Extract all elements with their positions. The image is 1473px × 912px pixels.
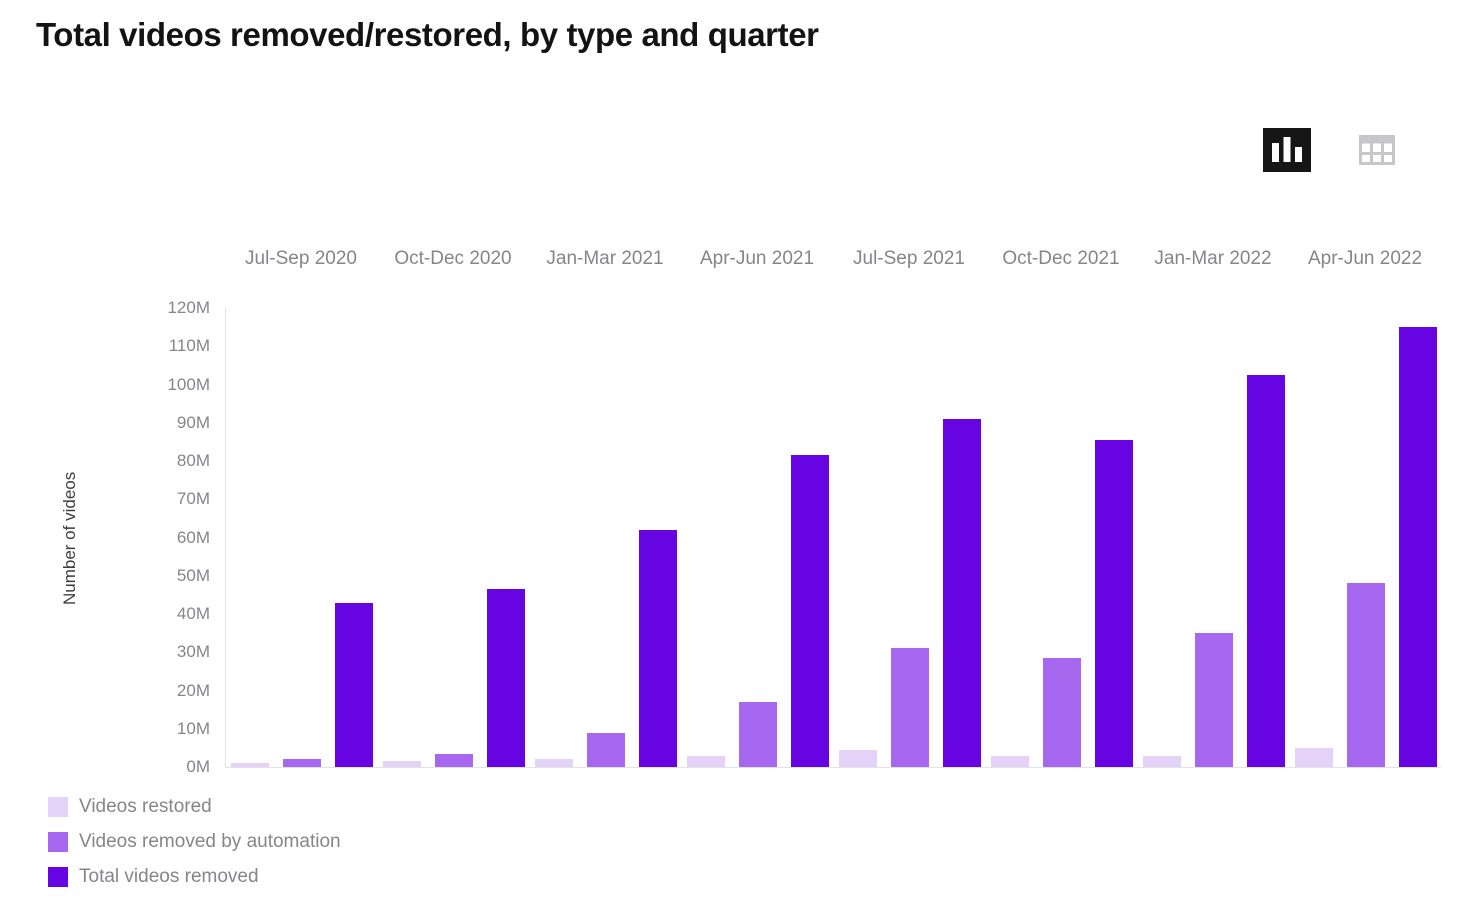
bar[interactable] bbox=[991, 755, 1029, 767]
x-axis-labels: Jul-Sep 2020 Oct-Dec 2020 Jan-Mar 2021 Apr-… bbox=[225, 248, 1441, 272]
bar[interactable] bbox=[587, 732, 625, 767]
y-axis-tick-label: 110M bbox=[168, 336, 210, 356]
y-axis-tick-label: 100M bbox=[167, 374, 210, 394]
bar[interactable] bbox=[435, 753, 473, 767]
bar-group bbox=[378, 308, 530, 767]
x-axis-label: Oct-Dec 2020 bbox=[394, 248, 512, 269]
bar[interactable] bbox=[231, 763, 269, 767]
x-axis-label: Jul-Sep 2020 bbox=[245, 248, 357, 269]
bar-group bbox=[682, 308, 834, 767]
bar[interactable] bbox=[535, 759, 573, 767]
bar[interactable] bbox=[1195, 633, 1233, 767]
bar[interactable] bbox=[1143, 755, 1181, 767]
bar-group bbox=[1290, 308, 1442, 767]
bar[interactable] bbox=[1399, 327, 1437, 767]
y-axis-title: Number of videos bbox=[60, 471, 79, 605]
bar-group bbox=[986, 308, 1138, 767]
bar[interactable] bbox=[687, 755, 725, 767]
legend-label: Total videos removed bbox=[79, 866, 259, 887]
bar[interactable] bbox=[739, 701, 777, 767]
bar[interactable] bbox=[487, 589, 525, 767]
bar[interactable] bbox=[639, 529, 677, 767]
legend-item[interactable]: Total videos removed bbox=[48, 866, 341, 888]
x-axis-label: Apr-Jun 2022 bbox=[1307, 248, 1423, 269]
bar-group bbox=[226, 308, 378, 767]
plot-area: 0M 10M 20M 30M 40M 50M 60M 70M 80M 90M 100M 110M 120… bbox=[167, 298, 1442, 776]
bar-group bbox=[530, 308, 682, 767]
bar[interactable] bbox=[791, 455, 829, 767]
x-axis-label: Jan-Mar 2022 bbox=[1154, 248, 1272, 269]
y-axis-tick-label: 70M bbox=[176, 489, 210, 509]
view-toggle bbox=[1263, 128, 1397, 172]
y-axis-tick-label: 30M bbox=[176, 642, 210, 662]
bar-group bbox=[1138, 308, 1290, 767]
legend: Videos restored Videos removed by automat… bbox=[48, 796, 341, 901]
x-axis-label: Oct-Dec 2021 bbox=[1002, 248, 1120, 269]
bar[interactable] bbox=[943, 418, 981, 767]
y-axis-tick-label: 120M bbox=[167, 298, 210, 317]
y-axis-tick-label: 10M bbox=[176, 718, 210, 738]
bar-group bbox=[834, 308, 986, 767]
y-axis-tick-label: 20M bbox=[176, 680, 210, 700]
x-axis-label: Apr-Jun 2021 bbox=[699, 248, 815, 269]
y-axis-tick-label: 0M bbox=[186, 757, 210, 776]
y-axis-tick-label: 80M bbox=[176, 451, 210, 471]
legend-swatch bbox=[48, 832, 68, 852]
bar[interactable] bbox=[1295, 747, 1333, 767]
y-axis-tick-label: 40M bbox=[176, 604, 210, 624]
bar[interactable] bbox=[335, 602, 373, 767]
bar[interactable] bbox=[383, 761, 421, 767]
legend-swatch bbox=[48, 797, 68, 817]
bar[interactable] bbox=[1247, 374, 1285, 767]
bar[interactable] bbox=[283, 759, 321, 767]
legend-item[interactable]: Videos removed by automation bbox=[48, 831, 341, 853]
x-axis-label: Jan-Mar 2021 bbox=[546, 248, 664, 269]
bar[interactable] bbox=[1043, 658, 1081, 767]
bar[interactable] bbox=[891, 648, 929, 767]
bar-chart-icon bbox=[1263, 128, 1311, 175]
y-axis-tick-label: 90M bbox=[176, 412, 210, 432]
x-axis-label: Jul-Sep 2021 bbox=[853, 248, 965, 269]
legend-item[interactable]: Videos restored bbox=[48, 796, 341, 818]
bar-chart-view-button[interactable] bbox=[1263, 128, 1311, 172]
legend-label: Videos removed by automation bbox=[79, 831, 341, 852]
bar[interactable] bbox=[1347, 583, 1385, 767]
bar-chart: Jul-Sep 2020 Oct-Dec 2020 Jan-Mar 2021 Apr-… bbox=[167, 248, 1442, 776]
table-icon bbox=[1357, 135, 1397, 173]
bar[interactable] bbox=[1095, 439, 1133, 767]
bar[interactable] bbox=[839, 749, 877, 767]
y-axis-tick-label: 50M bbox=[176, 565, 210, 585]
legend-label: Videos restored bbox=[79, 796, 212, 817]
table-view-button[interactable] bbox=[1357, 130, 1397, 170]
page-title: Total videos removed/restored, by type a… bbox=[36, 16, 819, 53]
y-axis-tick-label: 60M bbox=[176, 527, 210, 547]
legend-swatch bbox=[48, 867, 68, 887]
